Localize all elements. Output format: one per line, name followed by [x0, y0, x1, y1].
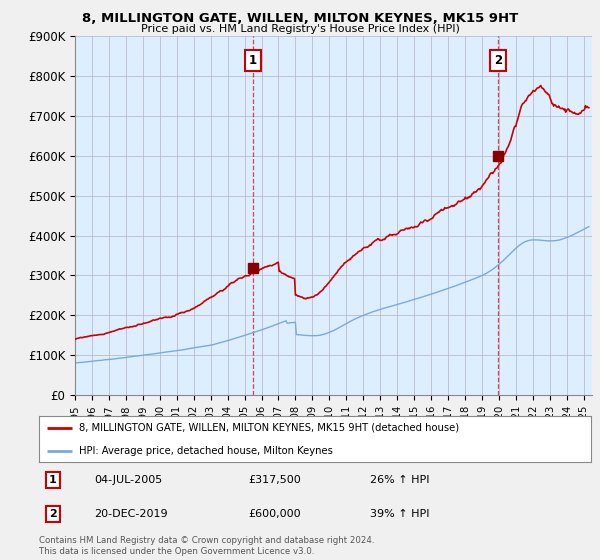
- Text: HPI: Average price, detached house, Milton Keynes: HPI: Average price, detached house, Milt…: [79, 446, 332, 455]
- Text: £600,000: £600,000: [249, 509, 301, 519]
- Text: 8, MILLINGTON GATE, WILLEN, MILTON KEYNES, MK15 9HT: 8, MILLINGTON GATE, WILLEN, MILTON KEYNE…: [82, 12, 518, 25]
- Text: 39% ↑ HPI: 39% ↑ HPI: [370, 509, 430, 519]
- Text: 1: 1: [249, 54, 257, 67]
- Text: 04-JUL-2005: 04-JUL-2005: [94, 475, 163, 485]
- Text: 2: 2: [494, 54, 502, 67]
- Text: 26% ↑ HPI: 26% ↑ HPI: [370, 475, 430, 485]
- Text: 2: 2: [49, 509, 56, 519]
- Text: 1: 1: [49, 475, 56, 485]
- Text: £317,500: £317,500: [249, 475, 302, 485]
- Text: Contains HM Land Registry data © Crown copyright and database right 2024.
This d: Contains HM Land Registry data © Crown c…: [39, 536, 374, 556]
- Text: 20-DEC-2019: 20-DEC-2019: [94, 509, 168, 519]
- Text: 8, MILLINGTON GATE, WILLEN, MILTON KEYNES, MK15 9HT (detached house): 8, MILLINGTON GATE, WILLEN, MILTON KEYNE…: [79, 423, 459, 432]
- Text: Price paid vs. HM Land Registry's House Price Index (HPI): Price paid vs. HM Land Registry's House …: [140, 24, 460, 34]
